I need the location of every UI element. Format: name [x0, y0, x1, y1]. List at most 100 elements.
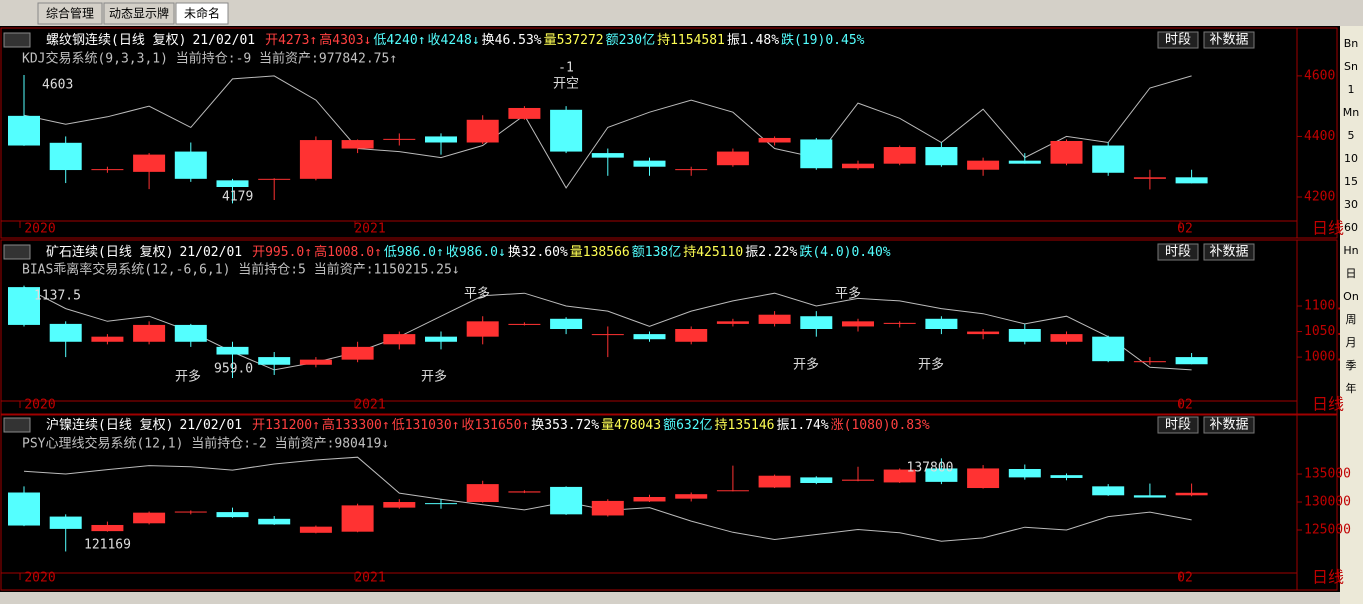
candle-body	[91, 169, 124, 171]
toolbar-button[interactable]	[1203, 243, 1255, 261]
bottom-bar	[0, 592, 1340, 604]
sidebar-button[interactable]: On	[1343, 290, 1359, 303]
candle-body	[174, 151, 207, 179]
candle-body	[466, 119, 499, 143]
period-button[interactable]	[3, 244, 31, 260]
candle-body	[341, 140, 374, 149]
tab-label[interactable]: 综合管理	[46, 6, 94, 21]
candle-body	[216, 180, 249, 187]
candle-body	[675, 329, 708, 342]
quote-field: 收131650↑	[462, 418, 530, 433]
candle-body	[299, 140, 332, 179]
toolbar-button[interactable]	[1203, 31, 1255, 49]
quote-field: 换46.53%	[482, 33, 542, 48]
candle-body	[925, 318, 958, 329]
candle-body	[174, 324, 207, 342]
quote-field: 振1.48%	[727, 33, 779, 48]
quote-field: 开995.0↑	[252, 245, 312, 260]
quote-field: 持425110	[683, 245, 743, 260]
toolbar-button[interactable]	[1157, 416, 1199, 434]
sidebar-button[interactable]: 60	[1344, 221, 1358, 234]
toolbar-button-label[interactable]: 时段	[1165, 245, 1191, 260]
quote-field: 量138566	[570, 245, 630, 260]
quote-field: 高4303↓	[319, 32, 371, 48]
annotation: 959.0	[214, 362, 253, 377]
candle-body	[8, 492, 40, 526]
x-label: 2020	[24, 571, 55, 586]
candle-body	[383, 502, 416, 508]
candle-body	[967, 468, 1000, 489]
toolbar-button-label[interactable]: 补数据	[1209, 418, 1248, 433]
candle-body	[758, 137, 791, 143]
sidebar-button[interactable]: 年	[1346, 381, 1357, 395]
candle-body	[91, 336, 124, 342]
candle-body	[174, 511, 207, 513]
sidebar-button[interactable]: 30	[1344, 198, 1358, 211]
y-tick-label: 1100.	[1304, 299, 1343, 314]
y-tick-label: 1050.	[1304, 324, 1343, 339]
indicator-line	[23, 75, 1192, 189]
candle-body	[1092, 486, 1125, 496]
quote-field: 振2.22%	[745, 245, 797, 260]
candle-body	[800, 316, 833, 329]
sidebar-button[interactable]: 月	[1346, 336, 1357, 349]
toolbar-button-label[interactable]: 时段	[1165, 418, 1191, 433]
sidebar-button[interactable]: 10	[1344, 152, 1358, 165]
candle-body	[800, 139, 833, 169]
toolbar-button[interactable]	[1203, 416, 1255, 434]
candle-body	[383, 334, 416, 345]
candle-body	[1050, 475, 1083, 478]
candle-body	[758, 475, 791, 488]
sidebar-button[interactable]: 5	[1348, 129, 1355, 142]
toolbar-button[interactable]	[1157, 31, 1199, 49]
candle-body	[1175, 177, 1208, 184]
candle-body	[550, 486, 583, 515]
candle-body	[925, 468, 958, 482]
period-button[interactable]	[3, 417, 31, 433]
x-label: 2021	[354, 222, 385, 237]
x-label: 02	[1177, 571, 1193, 586]
quote-field: 跌(4.0)0.40%	[799, 244, 890, 260]
candle-body	[383, 138, 416, 140]
candle-body	[216, 346, 249, 355]
candle-body	[1133, 361, 1166, 363]
y-tick-label: 1000.	[1304, 350, 1343, 365]
y-tick-label: 4400	[1304, 129, 1335, 144]
sidebar-button[interactable]: 季	[1346, 359, 1357, 372]
sidebar-button[interactable]: Sn	[1344, 60, 1358, 73]
tab-label[interactable]: 未命名	[184, 6, 220, 21]
date: 21/02/01	[179, 245, 242, 260]
tab[interactable]	[103, 2, 175, 25]
candle-body	[1175, 492, 1208, 496]
candle-body	[1050, 334, 1083, 342]
toolbar-button[interactable]	[1157, 243, 1199, 261]
sidebar-button[interactable]: 15	[1344, 175, 1358, 188]
tab[interactable]	[37, 2, 103, 25]
x-label: 02	[1177, 398, 1193, 413]
toolbar-button-label[interactable]: 补数据	[1209, 33, 1248, 48]
candle-body	[299, 526, 332, 533]
toolbar-button-label[interactable]: 时段	[1165, 33, 1191, 48]
candle-body	[466, 321, 499, 337]
quote-field: 高133300↑	[322, 417, 390, 433]
sidebar-button[interactable]: Mn	[1343, 106, 1359, 119]
y-tick-label: 4200	[1304, 189, 1335, 204]
candle-body	[633, 160, 666, 167]
x-label: 日线	[1312, 568, 1344, 587]
sidebar-button[interactable]: 1	[1348, 83, 1355, 96]
candle-body	[133, 324, 166, 342]
tab-label[interactable]: 动态显示牌	[109, 7, 169, 21]
tab[interactable]	[175, 2, 229, 25]
candle-body	[299, 359, 332, 365]
period-button[interactable]	[3, 32, 31, 48]
sidebar-button[interactable]: Hn	[1343, 244, 1358, 257]
toolbar-button-label[interactable]: 补数据	[1209, 245, 1248, 260]
candle-body	[425, 503, 457, 505]
sidebar-button[interactable]: 周	[1346, 313, 1357, 326]
sidebar-button[interactable]: Bn	[1344, 37, 1359, 50]
candle-body	[425, 136, 457, 143]
sidebar-button[interactable]: 日	[1346, 267, 1357, 280]
annotation: 平多	[464, 286, 490, 302]
candle-body	[967, 331, 1000, 335]
